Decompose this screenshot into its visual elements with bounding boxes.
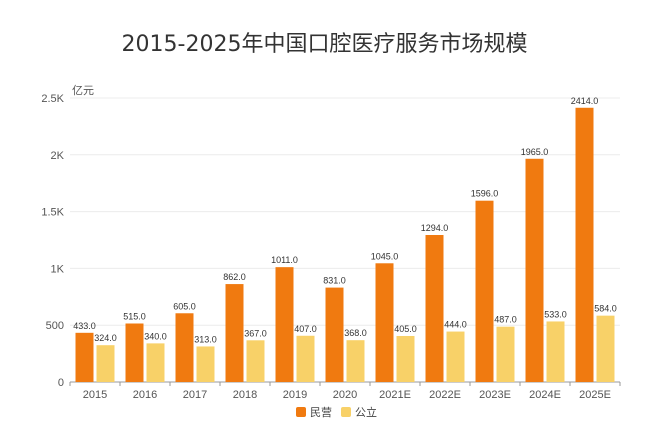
bar-public (346, 340, 365, 382)
y-axis: 0 500 1K 1.5K 2K 2.5K (41, 93, 620, 389)
x-tick-label: 2023E (479, 389, 511, 401)
bar-public (246, 340, 265, 382)
bar-private (275, 267, 294, 382)
data-label: 584.0 (594, 304, 617, 314)
x-tick-label: 2024E (529, 389, 561, 401)
bar-public (496, 326, 515, 382)
legend-item[interactable]: 公立 (341, 405, 377, 419)
data-label: 862.0 (223, 272, 246, 282)
data-label: 367.0 (244, 328, 267, 338)
bar-private (525, 158, 544, 382)
data-label: 340.0 (144, 331, 167, 341)
y-tick-label: 2.5K (41, 93, 64, 105)
legend-label: 公立 (355, 405, 377, 419)
bar-private (575, 107, 594, 383)
data-label: 324.0 (94, 333, 117, 343)
y-tick-label: 1K (51, 263, 65, 275)
data-label: 1965.0 (521, 147, 549, 157)
x-tick-label: 2015 (83, 389, 107, 401)
x-tick-label: 2025E (579, 389, 611, 401)
x-tick-label: 2016 (133, 389, 157, 401)
y-tick-label: 0 (58, 377, 64, 389)
legend-swatch (296, 407, 306, 417)
bar-public (546, 321, 565, 382)
bar-private (125, 323, 144, 382)
x-tick-label: 2022E (429, 389, 461, 401)
data-label: 605.0 (173, 301, 196, 311)
data-label: 433.0 (73, 321, 96, 331)
legend[interactable]: 民营 公立 (296, 405, 377, 419)
bar-public (596, 315, 615, 382)
y-tick-label: 500 (46, 320, 64, 332)
bar-public (146, 343, 165, 382)
bars: 433.0 324.0 515.0 340.0 605.0 313.0 862.0 367.0… (73, 96, 617, 383)
bar-public (96, 345, 115, 382)
legend-label: 民营 (310, 405, 332, 419)
data-label: 533.0 (544, 309, 567, 319)
data-label: 831.0 (323, 276, 346, 286)
data-label: 487.0 (494, 315, 517, 325)
bar-public (296, 335, 315, 382)
data-label: 1596.0 (471, 189, 499, 199)
bar-public (396, 335, 415, 382)
data-label: 405.0 (394, 324, 417, 334)
bar-private (425, 235, 444, 382)
legend-swatch (341, 407, 351, 417)
x-tick-label: 2018 (233, 389, 257, 401)
y-axis-label: 亿元 (72, 84, 94, 97)
bar-private (375, 263, 394, 382)
y-tick-label: 2K (51, 150, 65, 162)
bar-private (325, 287, 344, 382)
x-tick-label: 2020 (333, 389, 357, 401)
x-tick-label: 2019 (283, 389, 307, 401)
data-label: 407.0 (294, 324, 317, 334)
data-label: 1011.0 (271, 255, 298, 265)
legend-item[interactable]: 民营 (296, 405, 332, 419)
data-label: 1294.0 (421, 223, 449, 233)
y-tick-label: 1.5K (41, 207, 64, 219)
x-axis: 2015 2016 2017 2018 2019 2020 2021E 2022E 2023E 2… (69, 382, 621, 401)
data-label: 515.0 (123, 311, 146, 321)
x-tick-label: 2017 (183, 389, 207, 401)
bar-private (175, 313, 194, 382)
data-label: 368.0 (344, 328, 367, 338)
bar-private (475, 200, 494, 382)
data-label: 2414.0 (571, 96, 599, 106)
chart-title: 2015-2025年中国口腔医疗服务市场规模 (121, 32, 528, 57)
data-label: 313.0 (194, 334, 217, 344)
bar-public (196, 346, 215, 382)
bar-public (446, 331, 465, 382)
bar-private (75, 332, 94, 382)
data-label: 444.0 (444, 320, 467, 330)
data-label: 1045.0 (371, 251, 399, 261)
bar-private (225, 284, 244, 382)
x-tick-label: 2021E (379, 389, 411, 401)
